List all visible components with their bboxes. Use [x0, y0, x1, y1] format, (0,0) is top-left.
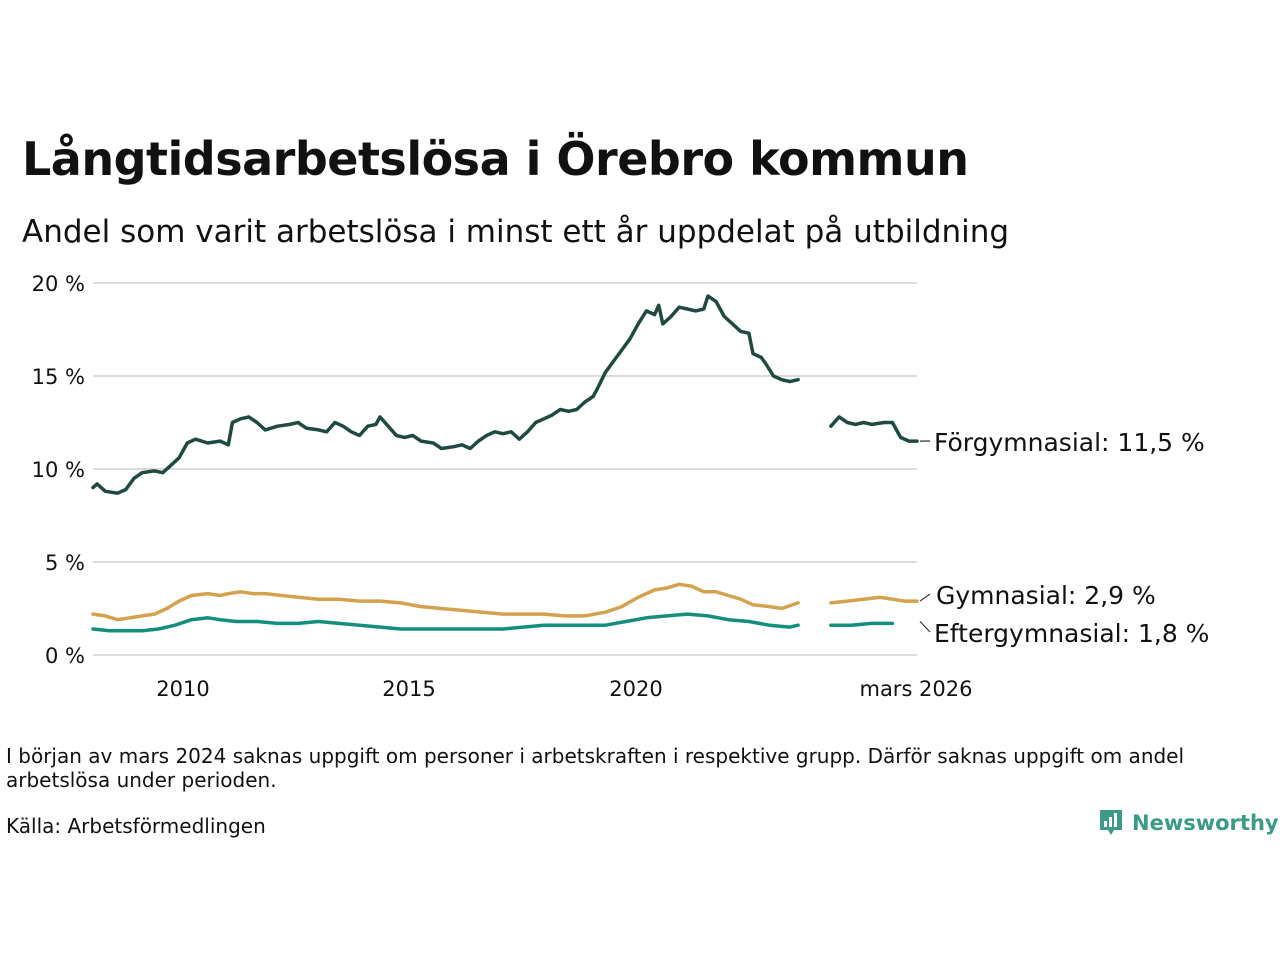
- newsworthy-logo-icon: [1100, 810, 1122, 835]
- y-tick-label: 5 %: [45, 551, 85, 575]
- series-line-gym-segment-2: [829, 595, 919, 605]
- chart-title: Långtidsarbetslösa i Örebro kommun: [22, 132, 969, 186]
- series-labels: Förgymnasial: 11,5 % Gymnasial: 2,9 % Efte…: [919, 428, 1209, 648]
- label-leader-gym: [919, 593, 931, 602]
- footnote: I början av mars 2024 saknas uppgift om …: [6, 744, 1185, 792]
- line-chart: 0 % 5 % 10 % 15 % 20 % 2010 2015 2020 mars 2026…: [32, 272, 1210, 701]
- y-tick-label: 0 %: [45, 644, 85, 668]
- series-line-forgym-segment-1: [91, 294, 800, 495]
- series-line-forgym-segment-2: [829, 415, 919, 443]
- newsworthy-logo[interactable]: Newsworthy: [1098, 808, 1279, 838]
- series-line-eftergym-segment-1: [91, 612, 800, 633]
- x-tick-label: 2010: [156, 677, 209, 701]
- series-lines: [91, 294, 919, 633]
- series-line-eftergym-segment-2: [829, 621, 895, 627]
- y-tick-label: 15 %: [32, 365, 85, 389]
- source-credit: Källa: Arbetsförmedlingen: [6, 814, 266, 838]
- gridlines: [93, 282, 917, 656]
- series-line-gym-segment-1: [91, 582, 800, 622]
- y-tick-label: 20 %: [32, 272, 85, 296]
- x-tick-label: 2015: [382, 677, 435, 701]
- brand-name: Newsworthy: [1132, 811, 1279, 835]
- label-leader-eftergym: [919, 621, 931, 633]
- x-tick-label: mars 2026: [859, 677, 972, 701]
- series-label-eftergym: Eftergymnasial: 1,8 %: [934, 619, 1209, 648]
- y-tick-label: 10 %: [32, 458, 85, 482]
- series-label-forgym: Förgymnasial: 11,5 %: [934, 428, 1205, 457]
- chart-subtitle: Andel som varit arbetslösa i minst ett å…: [22, 214, 1010, 250]
- x-axis-ticks: 2010 2015 2020 mars 2026: [156, 677, 972, 701]
- series-label-gym: Gymnasial: 2,9 %: [936, 581, 1156, 610]
- y-axis-ticks: 0 % 5 % 10 % 15 % 20 %: [32, 272, 85, 668]
- x-tick-label: 2020: [609, 677, 662, 701]
